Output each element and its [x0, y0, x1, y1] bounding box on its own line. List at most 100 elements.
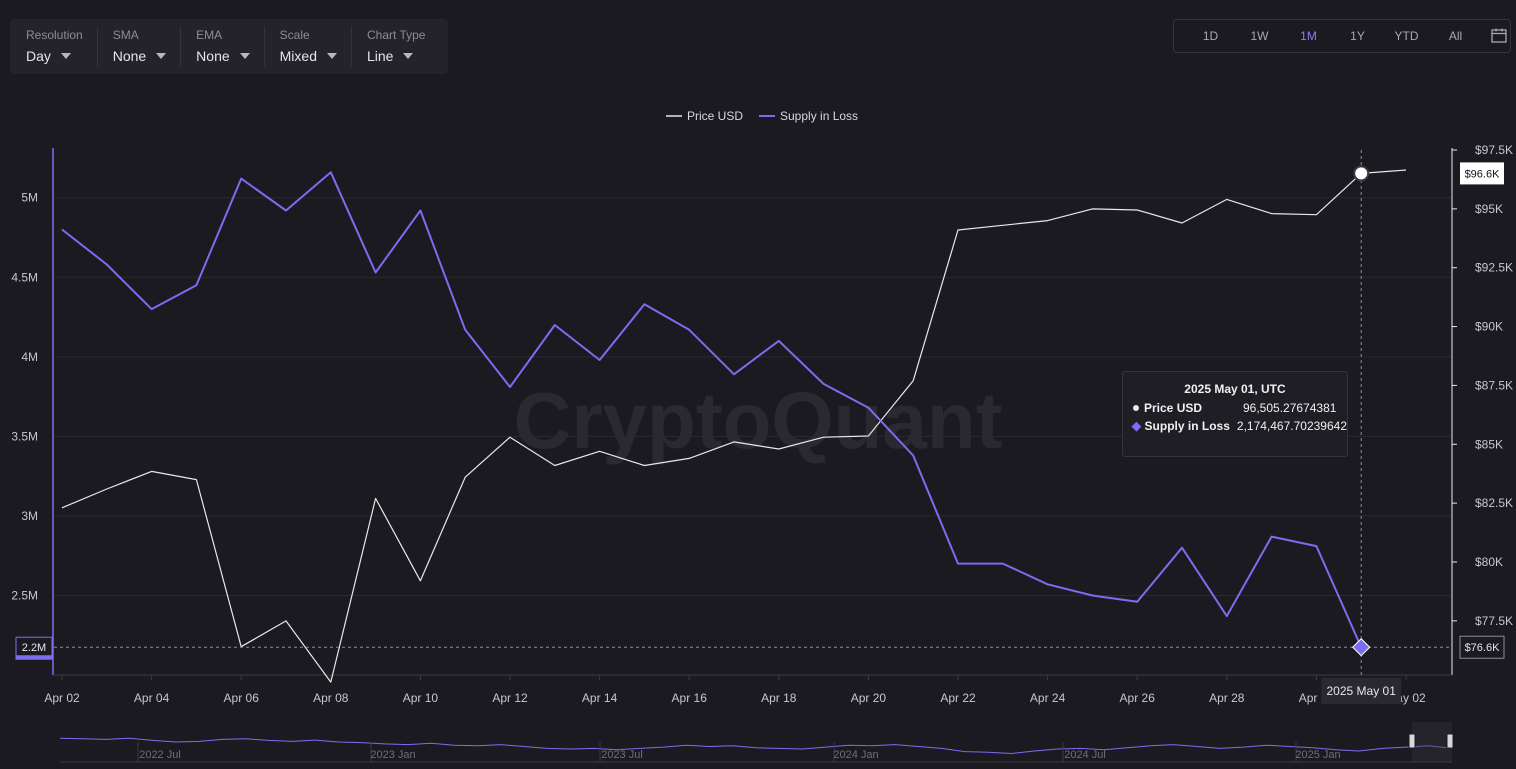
x-tick-label: Apr 20: [851, 691, 887, 705]
scale-value: Mixed: [279, 48, 317, 64]
navigator-label: 2023 Jan: [370, 749, 415, 761]
tooltip-supply-name: Supply in Loss: [1144, 419, 1230, 433]
sma-label: SMA: [112, 28, 139, 42]
tooltip-price-value: 96,505.27674381: [1243, 401, 1337, 415]
x-tick-label: Apr 04: [134, 691, 170, 705]
x-tick-label: Apr 06: [224, 691, 260, 705]
right-tick-label: $92.5K: [1475, 261, 1513, 275]
navigator-label: 2022 Jul: [139, 749, 181, 761]
resolution-select[interactable]: Resolution Day: [10, 19, 97, 74]
left-tick-label: 3.5M: [11, 429, 38, 443]
chart-type-label: Chart Type: [367, 28, 426, 42]
x-tick-label: Apr 28: [1209, 691, 1245, 705]
price-dot-icon: [1133, 405, 1139, 411]
left-tick-label: 4M: [21, 350, 38, 364]
chevron-down-icon: [60, 53, 71, 59]
left-tick-label: 3M: [21, 509, 38, 523]
navigator-left-handle[interactable]: [1408, 733, 1416, 749]
chevron-down-icon: [156, 53, 167, 59]
x-date-badge: [1321, 678, 1402, 704]
sma-value: None: [112, 48, 147, 64]
chevron-down-icon: [239, 53, 250, 59]
legend-supply-label[interactable]: Supply in Loss: [780, 109, 858, 123]
right-tick-label: $90K: [1475, 320, 1503, 334]
left-value-label: 2.2M: [22, 642, 46, 654]
range-button-1m[interactable]: 1M: [1300, 29, 1317, 43]
tooltip-title: 2025 May 01, UTC: [1184, 382, 1286, 396]
crosshair: 2.2M $76.6K $96.6K 2025 May 01: [15, 150, 1505, 704]
chevron-down-icon: [403, 53, 414, 59]
range-button-1d[interactable]: 1D: [1202, 29, 1219, 43]
x-tick-label: Apr 14: [582, 691, 618, 705]
grid-lines: [54, 197, 1452, 596]
right-value-badge: [1459, 635, 1505, 659]
right-tick-label: $80K: [1475, 555, 1503, 569]
right-tick-label: $95K: [1475, 202, 1503, 216]
scale-label: Scale: [279, 28, 310, 42]
right-tick-label: $97.5K: [1475, 143, 1513, 157]
ema-label: EMA: [196, 28, 223, 42]
sma-select[interactable]: SMA None: [96, 19, 180, 74]
price-point-marker: [1353, 165, 1370, 182]
legend: Price USD Supply in Loss: [666, 109, 858, 123]
ema-value: None: [196, 48, 230, 64]
chart-type-select[interactable]: Chart Type Line: [351, 19, 439, 74]
supply-in-loss-line: [61, 171, 1363, 648]
supply-diamond-icon: [1131, 421, 1142, 432]
ema-select[interactable]: EMA None: [180, 19, 263, 74]
range-button-ytd[interactable]: YTD: [1394, 29, 1419, 43]
chart-type-value: Line: [367, 48, 394, 64]
x-tick-label: Apr 12: [492, 691, 528, 705]
x-tick-label: Apr 16: [672, 691, 708, 705]
legend-price-label[interactable]: Price USD: [687, 109, 743, 123]
left-tick-label: 2.5M: [11, 588, 38, 602]
navigator-label: 2024 Jan: [833, 749, 878, 761]
x-tick-label: Apr 08: [313, 691, 349, 705]
right-tick-label: $82.5K: [1475, 496, 1513, 510]
left-axis-ticks: 2.5M 3M 3.5M 4M 4.5M 5M: [11, 191, 38, 603]
right-tick-label: $87.5K: [1475, 378, 1513, 392]
navigator[interactable]: 2022 Jul 2023 Jan 2023 Jul 2024 Jan 2024 Jul…: [59, 722, 1454, 763]
range-button-all[interactable]: All: [1448, 29, 1463, 43]
x-tick-label: Apr 26: [1120, 691, 1156, 705]
left-tick-label: 4.5M: [11, 270, 38, 284]
tooltip-price-name: Price USD: [1144, 401, 1203, 415]
chevron-down-icon: [327, 53, 337, 59]
right-axis-ticks: $77.5K $80K $82.5K $85K $87.5K $90K $92.5K $95K…: [1452, 143, 1513, 628]
navigator-label: 2025 Jan: [1295, 749, 1340, 761]
x-tick-label: Apr 22: [940, 691, 976, 705]
tooltip-supply-value: 2,174,467.70239642: [1236, 419, 1347, 433]
navigator-selection: [1412, 722, 1452, 762]
left-tick-label: 5M: [21, 191, 38, 205]
x-tick-label: Apr 02: [44, 691, 80, 705]
watermark: CryptoQuant: [514, 376, 1003, 465]
range-button-1y[interactable]: 1Y: [1350, 29, 1365, 43]
left-value-badge-accent: [16, 655, 52, 660]
right-tick-label: $77.5K: [1475, 614, 1513, 628]
calendar-icon[interactable]: [1488, 26, 1510, 46]
navigator-label: 2023 Jul: [601, 749, 643, 761]
resolution-value: Day: [26, 48, 51, 64]
supply-point-marker: [1352, 638, 1371, 657]
resolution-label: Resolution: [26, 28, 83, 42]
x-tick-label: Apr 18: [761, 691, 797, 705]
scale-select[interactable]: Scale Mixed: [263, 19, 351, 74]
price-usd-line: [61, 169, 1407, 683]
right-tick-label: $85K: [1475, 437, 1503, 451]
x-tick-label: Apr 24: [1030, 691, 1066, 705]
time-range-selector: 1D 1W 1M 1Y YTD All: [1173, 19, 1511, 53]
range-button-1w[interactable]: 1W: [1250, 29, 1269, 43]
tooltip: 2025 May 01, UTC Price USD 96,505.276743…: [1122, 371, 1348, 457]
x-tick-label: Apr 10: [403, 691, 439, 705]
price-value-label: $96.6K: [1465, 168, 1501, 180]
x-date-label: 2025 May 01: [1327, 684, 1397, 698]
series-layer: [61, 169, 1407, 683]
x-axis-ticks: Apr 02 Apr 04 Apr 06 Apr 08 Apr 10 Apr 12 Apr …: [44, 675, 1426, 705]
navigator-series-line: [59, 737, 1453, 755]
navigator-right-handle[interactable]: [1446, 733, 1454, 749]
price-value-badge: [1460, 162, 1504, 185]
right-value-label: $76.6K: [1465, 642, 1501, 654]
chart-settings-toolbar: Resolution Day SMA None EMA None Scale M…: [10, 19, 448, 74]
navigator-label: 2024 Jul: [1064, 749, 1106, 761]
